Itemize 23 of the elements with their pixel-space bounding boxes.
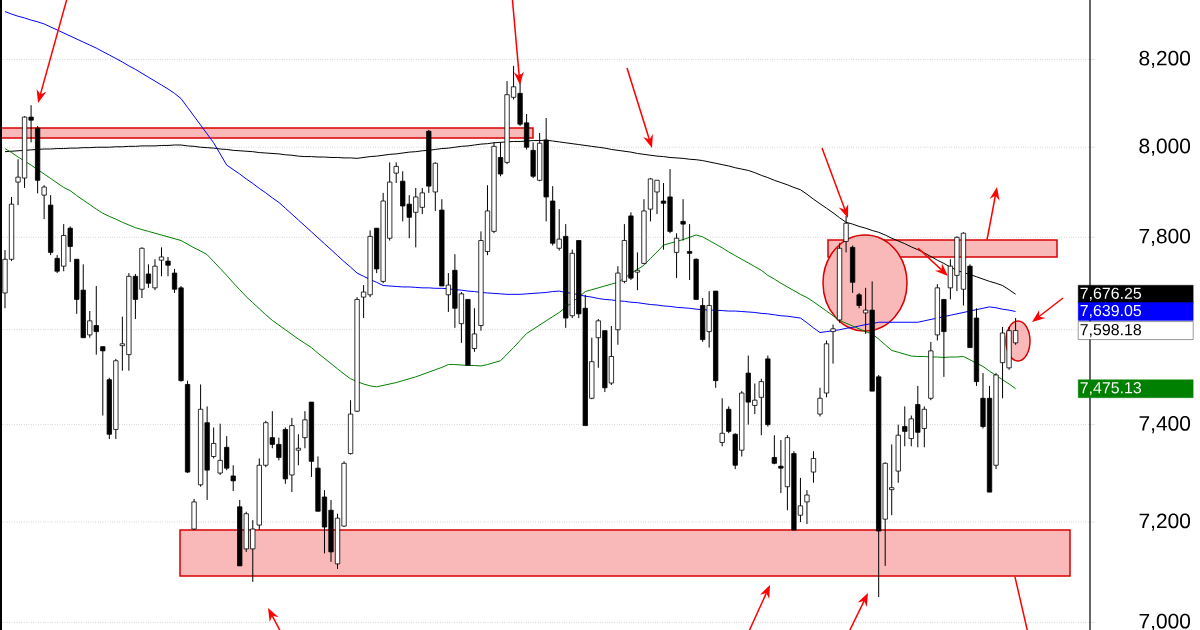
candlestick bbox=[817, 387, 823, 417]
candlestick bbox=[719, 397, 725, 447]
y-tick-label: 8,000 bbox=[1139, 138, 1191, 156]
candlestick bbox=[771, 434, 777, 465]
candlestick bbox=[804, 489, 810, 525]
text: 7,676.25 bbox=[1080, 287, 1142, 301]
text: 7,639.05 bbox=[1080, 304, 1142, 319]
y-tick-label: 8,200 bbox=[1139, 50, 1191, 69]
candlestick bbox=[673, 232, 680, 279]
text: 7,475.13 bbox=[1080, 382, 1142, 396]
candlestick bbox=[810, 450, 817, 484]
y-tick-label: 7,200 bbox=[1139, 513, 1191, 531]
candlestick bbox=[393, 161, 399, 184]
candlestick bbox=[100, 346, 106, 416]
y-tick-label: 7,800 bbox=[1139, 228, 1191, 246]
candlestick bbox=[680, 198, 686, 242]
text: 7,598.18 bbox=[1080, 324, 1142, 338]
y-tick-label: 7,400 bbox=[1139, 415, 1191, 434]
candlestick bbox=[41, 184, 47, 220]
candlestick bbox=[830, 324, 836, 365]
candlestick bbox=[686, 223, 693, 281]
candlestick bbox=[230, 464, 236, 492]
candlestick bbox=[726, 405, 732, 434]
